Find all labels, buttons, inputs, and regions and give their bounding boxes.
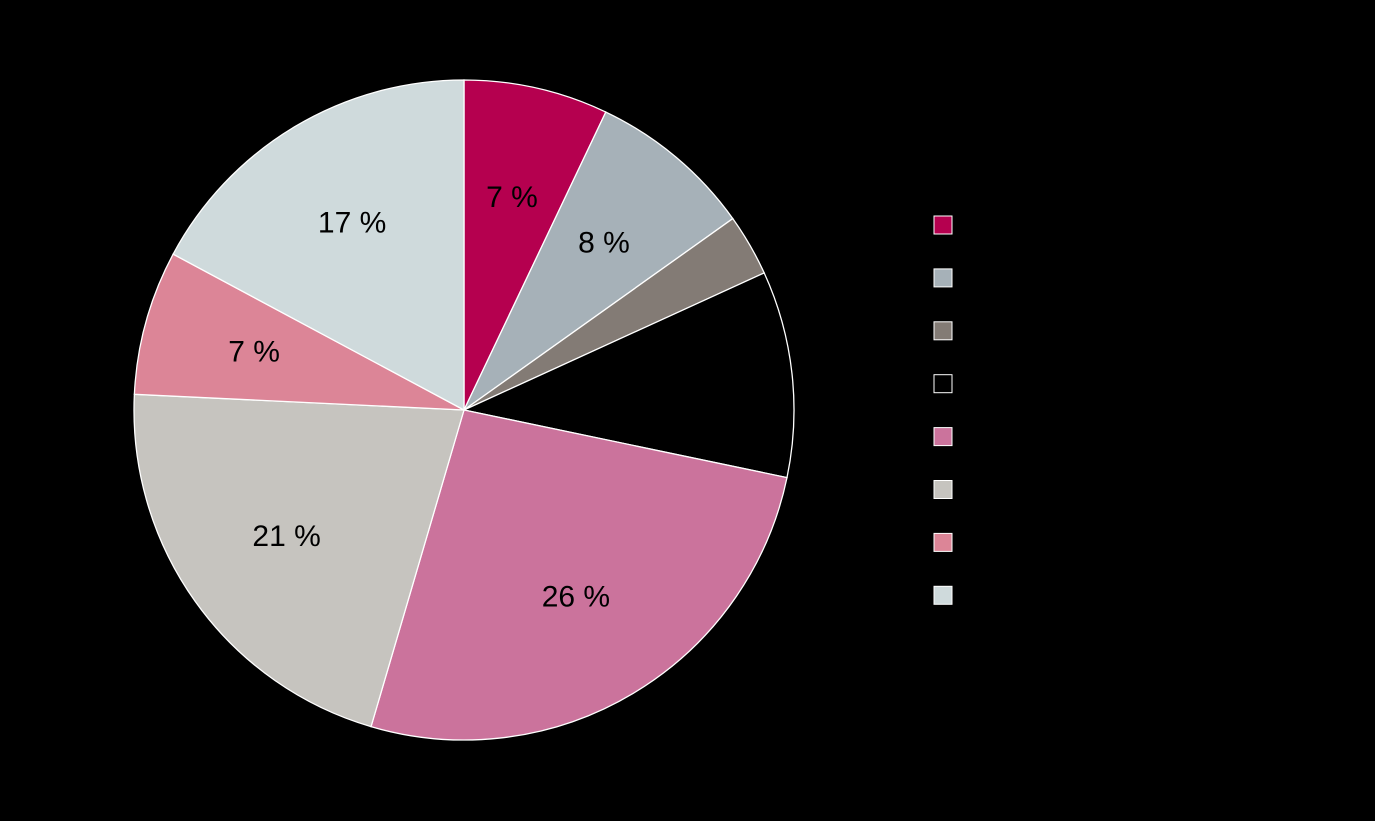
pie-slice-8 <box>172 79 465 412</box>
pie-slice-6 <box>133 393 465 728</box>
legend-swatch-8 <box>933 585 953 605</box>
slice-label-8: 17 % <box>318 207 386 240</box>
legend-swatch-1 <box>933 215 953 235</box>
slice-label-6: 21 % <box>252 520 320 553</box>
legend-swatch-4 <box>933 374 953 394</box>
slice-label-7: 7 % <box>228 336 280 369</box>
pie-slice-4 <box>461 272 795 479</box>
legend-swatch-5 <box>933 427 953 447</box>
pie-slice-5 <box>370 409 788 741</box>
legend-swatch-7 <box>933 532 953 552</box>
pie-slice-2 <box>462 111 734 412</box>
pie-slice-1 <box>463 79 607 411</box>
pie-slices <box>133 79 795 741</box>
pie-slice-7 <box>133 253 465 411</box>
legend-swatch-6 <box>933 480 953 499</box>
legend-swatch-2 <box>933 268 953 288</box>
slice-label-5: 26 % <box>542 580 610 613</box>
legend-swatch-3 <box>933 321 953 341</box>
legend <box>933 215 953 605</box>
slice-label-2: 8 % <box>578 227 630 260</box>
slice-labels: 7 % 8 % 26 % 21 % 7 % 17 % <box>228 181 630 613</box>
slice-label-1: 7 % <box>486 181 538 214</box>
